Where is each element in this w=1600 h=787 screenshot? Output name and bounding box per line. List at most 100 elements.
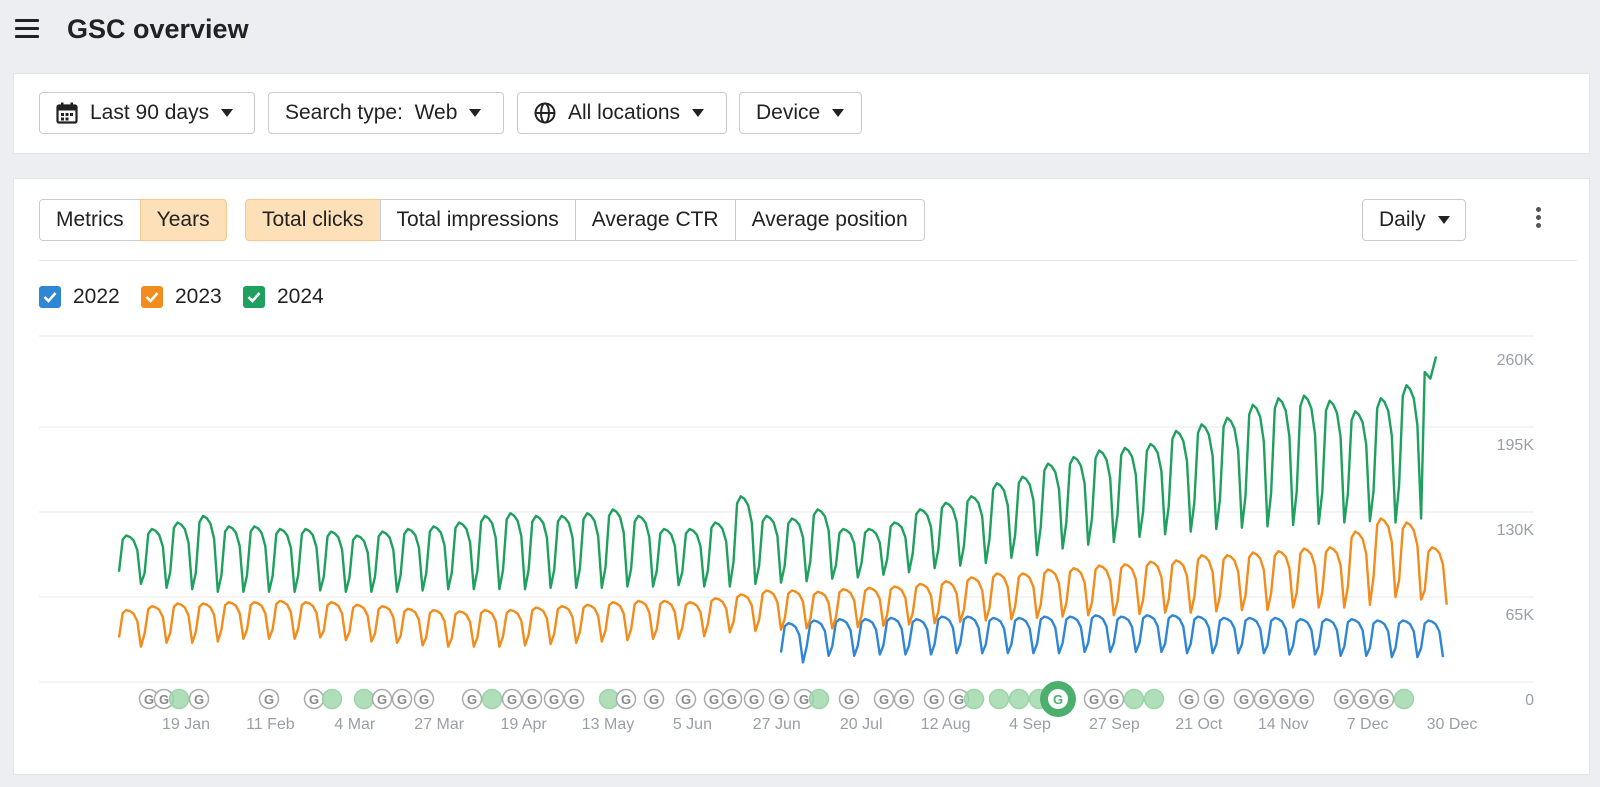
google-update-icon[interactable] — [168, 688, 190, 710]
y-tick-label: 0 — [1525, 692, 1534, 709]
google-update-icon[interactable] — [598, 688, 620, 710]
legend-item-2024[interactable]: 2024 — [243, 285, 324, 309]
google-update-icon[interactable] — [461, 688, 483, 710]
google-update-glyph: G — [799, 692, 809, 707]
google-update-glyph: G — [649, 692, 659, 707]
google-update-glyph: G — [467, 692, 477, 707]
interval-dropdown[interactable]: Daily — [1362, 199, 1466, 241]
hamburger-icon[interactable] — [15, 19, 39, 39]
date-range-label: Last 90 days — [90, 101, 210, 124]
google-update-glyph: G — [397, 692, 407, 707]
page-title: GSC overview — [67, 14, 249, 44]
x-tick-label: 27 Sep — [1089, 716, 1140, 733]
google-update-icon[interactable] — [768, 688, 790, 710]
google-update-icon[interactable] — [1333, 688, 1355, 710]
google-update-icon[interactable] — [675, 688, 697, 710]
google-update-icon[interactable] — [923, 688, 945, 710]
y-tick-label: 65K — [1506, 607, 1535, 624]
google-update-icon[interactable] — [1273, 688, 1295, 710]
google-update-icon[interactable] — [1123, 688, 1145, 710]
google-update-icon[interactable] — [413, 688, 435, 710]
google-update-icon[interactable] — [873, 688, 895, 710]
search-type-dropdown[interactable]: Search type: Web — [268, 92, 504, 134]
google-update-icon[interactable] — [1353, 688, 1375, 710]
google-update-icon[interactable] — [1083, 688, 1105, 710]
google-update-glyph: G — [377, 692, 387, 707]
google-update-glyph: G — [549, 692, 559, 707]
google-update-glyph: G — [929, 692, 939, 707]
legend-item-2023[interactable]: 2023 — [141, 285, 222, 309]
device-dropdown[interactable]: Device — [739, 92, 862, 134]
google-update-icon[interactable] — [615, 688, 637, 710]
x-tick-label: 4 Mar — [334, 716, 376, 733]
checkbox-checked-icon[interactable] — [243, 286, 265, 308]
legend-label: 2022 — [73, 285, 120, 308]
google-update-icon[interactable] — [501, 688, 523, 710]
google-update-icon[interactable] — [1393, 688, 1415, 710]
google-update-glyph: G — [1259, 692, 1269, 707]
checkbox-checked-icon[interactable] — [39, 286, 61, 308]
x-tick-label: 27 Mar — [414, 716, 464, 733]
x-tick-label: 12 Aug — [921, 716, 971, 733]
google-update-icon[interactable] — [643, 688, 665, 710]
tab-metrics[interactable]: Metrics — [39, 199, 141, 241]
google-update-icon[interactable] — [808, 688, 830, 710]
google-update-icon[interactable] — [321, 688, 343, 710]
caret-down-icon — [1437, 216, 1450, 224]
tab-years[interactable]: Years — [139, 199, 227, 241]
google-update-glyph: G — [1279, 692, 1289, 707]
google-update-icon[interactable] — [188, 688, 210, 710]
google-update-icon[interactable] — [258, 688, 280, 710]
google-update-icon[interactable] — [1143, 688, 1165, 710]
google-update-icon[interactable] — [988, 688, 1010, 710]
google-update-icon[interactable] — [353, 688, 375, 710]
google-update-icon[interactable] — [1103, 688, 1125, 710]
google-update-glyph: G — [569, 692, 579, 707]
google-update-icon[interactable] — [1178, 688, 1200, 710]
series-line-2024 — [117, 356, 1438, 593]
google-update-glyph: G — [1184, 692, 1194, 707]
google-update-icon[interactable] — [563, 688, 585, 710]
google-update-icon[interactable] — [481, 688, 503, 710]
checkbox-checked-icon[interactable] — [141, 286, 163, 308]
google-update-glyph: G — [527, 692, 537, 707]
google-update-glyph: G — [1089, 692, 1099, 707]
google-update-icon[interactable] — [721, 688, 743, 710]
google-update-icon[interactable] — [838, 688, 860, 710]
google-update-icon[interactable] — [1008, 688, 1030, 710]
legend-label: 2024 — [277, 285, 324, 308]
tab-average-ctr[interactable]: Average CTR — [574, 199, 736, 241]
google-update-glyph: G — [954, 692, 964, 707]
tab-total-impressions[interactable]: Total impressions — [379, 199, 576, 241]
top-bar: GSC overview — [0, 0, 1600, 62]
chart-card: Metrics Years Total clicks Total impress… — [13, 178, 1590, 775]
google-update-glyph: G — [264, 692, 274, 707]
google-update-glyph: G — [309, 692, 319, 707]
google-update-icon[interactable] — [1373, 688, 1395, 710]
y-tick-label: 260K — [1497, 352, 1535, 369]
x-tick-label: 21 Oct — [1175, 716, 1223, 733]
locations-dropdown[interactable]: All locations — [517, 92, 727, 134]
google-update-icon[interactable] — [1293, 688, 1315, 710]
device-label: Device — [756, 101, 821, 124]
google-update-icon[interactable] — [893, 688, 915, 710]
filter-bar: Last 90 days Search type: Web All locati… — [13, 73, 1590, 154]
google-update-glyph: G — [507, 692, 517, 707]
google-update-icon[interactable] — [963, 688, 985, 710]
tab-total-clicks[interactable]: Total clicks — [245, 199, 381, 241]
clicks-line-chart: 260K 195K 130K 65K 0 19 Jan 11 Feb 4 Mar 27 Mar 1… — [39, 335, 1535, 733]
google-update-icon[interactable] — [391, 688, 413, 710]
google-update-icon[interactable] — [543, 688, 565, 710]
x-tick-label: 7 Dec — [1347, 716, 1389, 733]
google-update-icon[interactable] — [1203, 688, 1225, 710]
google-update-icon[interactable] — [521, 688, 543, 710]
tab-average-position[interactable]: Average position — [734, 199, 925, 241]
kebab-icon[interactable] — [1532, 207, 1544, 235]
google-update-icon[interactable] — [743, 688, 765, 710]
google-update-icon[interactable] — [1233, 688, 1255, 710]
google-update-icon[interactable] — [1253, 688, 1275, 710]
date-range-dropdown[interactable]: Last 90 days — [39, 92, 255, 134]
google-update-icon[interactable] — [371, 688, 393, 710]
y-tick-label: 130K — [1497, 522, 1535, 539]
legend-item-2022[interactable]: 2022 — [39, 285, 120, 309]
